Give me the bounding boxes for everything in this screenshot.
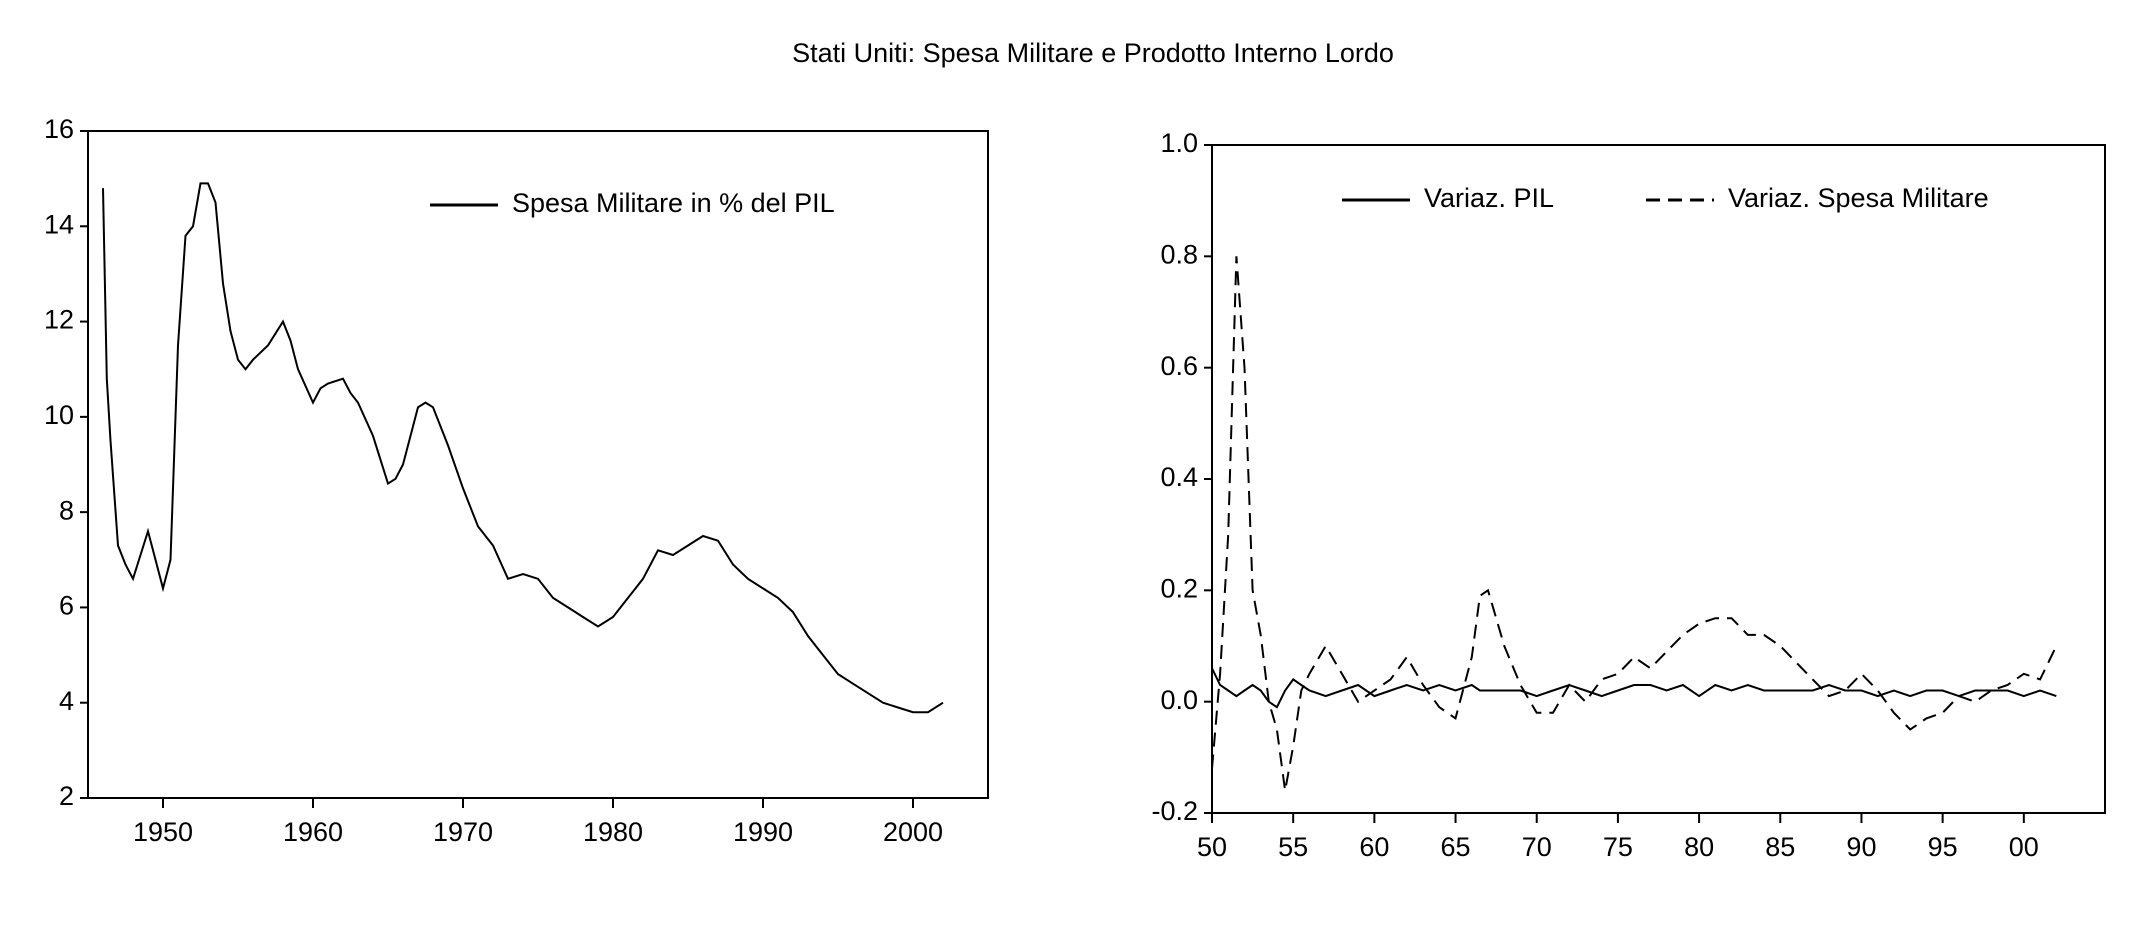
y-tick-label: 0.8 [1160, 239, 1198, 269]
x-tick-label: 1980 [583, 817, 643, 847]
y-tick-label: 8 [59, 495, 74, 525]
series-line [1211, 256, 2058, 791]
y-tick-label: 0.6 [1160, 351, 1198, 381]
x-tick-label: 75 [1603, 832, 1633, 862]
y-tick-label: 14 [44, 209, 74, 239]
y-tick-label: 16 [44, 114, 74, 144]
x-tick-label: 1960 [283, 817, 343, 847]
x-tick-label: 00 [2009, 832, 2039, 862]
plot-frame [87, 130, 989, 799]
x-tick-label: 50 [1197, 832, 1227, 862]
x-tick-label: 1990 [733, 817, 793, 847]
x-tick-label: 1950 [133, 817, 193, 847]
legend-label: Spesa Militare in % del PIL [512, 188, 835, 218]
x-tick-label: 90 [1846, 832, 1876, 862]
y-tick-label: 1.0 [1160, 128, 1198, 158]
y-tick-label: 2 [59, 781, 74, 811]
x-tick-label: 70 [1522, 832, 1552, 862]
x-tick-label: 2000 [883, 817, 943, 847]
x-tick-label: 60 [1359, 832, 1389, 862]
y-tick-label: -0.2 [1151, 796, 1198, 826]
y-tick-label: 4 [59, 686, 74, 716]
y-tick-label: 0.4 [1160, 462, 1198, 492]
legend-label: Variaz. Spesa Militare [1728, 183, 1989, 213]
x-tick-label: 1970 [433, 817, 493, 847]
x-tick-label: 80 [1684, 832, 1714, 862]
series-line [102, 182, 944, 714]
x-tick-label: 55 [1278, 832, 1308, 862]
y-tick-label: 6 [59, 591, 74, 621]
x-tick-label: 85 [1765, 832, 1795, 862]
series-line [1211, 667, 2057, 709]
y-tick-label: 0.2 [1160, 573, 1198, 603]
y-tick-label: 10 [44, 400, 74, 430]
x-tick-label: 95 [1928, 832, 1958, 862]
legend-label: Variaz. PIL [1424, 183, 1554, 213]
y-tick-label: 12 [44, 305, 74, 335]
x-tick-label: 65 [1441, 832, 1471, 862]
y-tick-label: 0.0 [1160, 685, 1198, 715]
chart-title: Stati Uniti: Spesa Militare e Prodotto I… [792, 38, 1394, 68]
plot-frame [1211, 144, 2106, 814]
